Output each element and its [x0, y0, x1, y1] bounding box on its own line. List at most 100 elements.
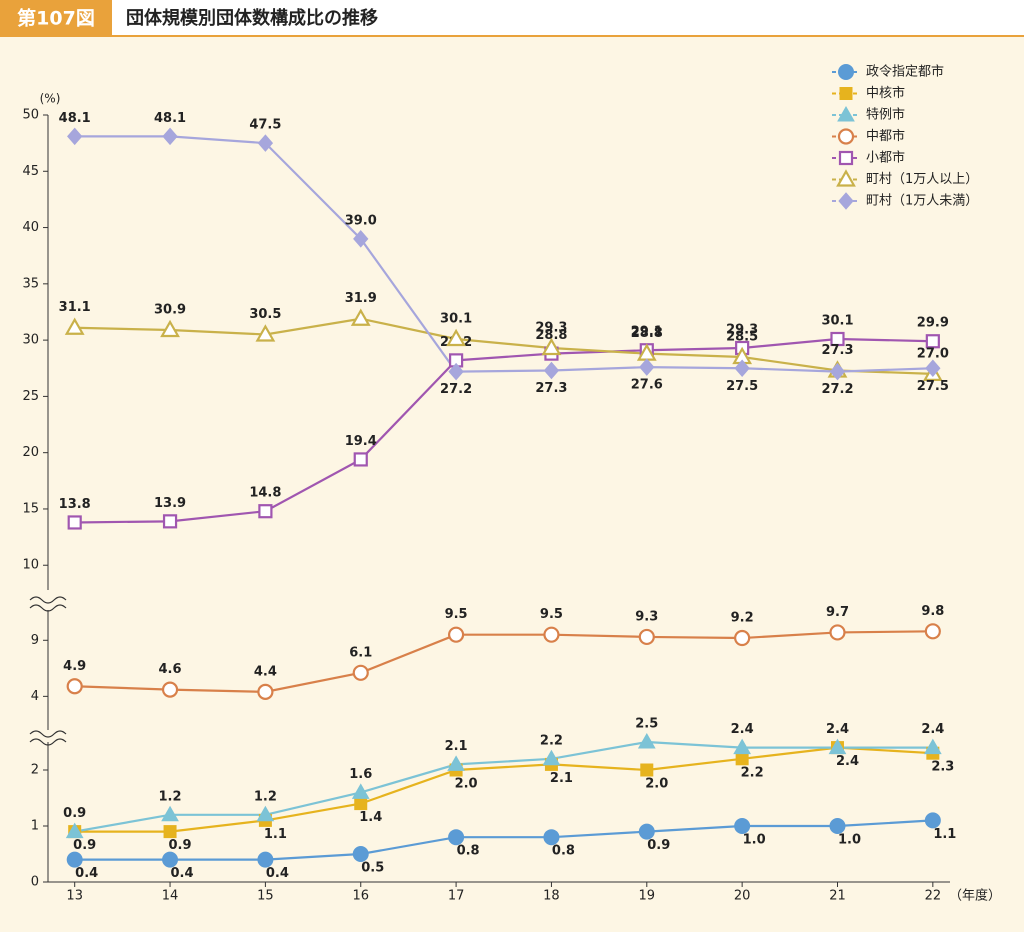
data-label: 0.9	[63, 806, 86, 821]
marker	[67, 127, 83, 146]
data-label: 28.8	[631, 326, 663, 341]
y-tick-label: 15	[22, 501, 39, 516]
data-label: 27.5	[726, 379, 758, 394]
marker	[353, 452, 368, 467]
data-label: 0.4	[75, 866, 98, 881]
marker	[353, 230, 369, 248]
marker	[541, 337, 562, 356]
marker	[543, 829, 560, 846]
y-tick-label: 0	[31, 875, 39, 890]
marker	[160, 319, 180, 338]
data-label: 0.9	[73, 838, 96, 853]
data-label: 1.0	[838, 833, 861, 848]
data-label: 2.0	[455, 777, 478, 792]
x-tick-label: 16	[352, 889, 369, 904]
legend-label: 町村（1万人未満）	[866, 194, 978, 209]
data-label: 9.8	[921, 604, 944, 619]
data-label: 27.3	[821, 343, 853, 358]
marker	[924, 623, 941, 640]
y-unit: (%)	[40, 92, 61, 106]
legend-label: 小都市	[866, 150, 905, 166]
marker	[447, 626, 465, 643]
legend-label: 中都市	[866, 128, 905, 144]
series-line	[74, 317, 933, 375]
marker	[161, 681, 179, 698]
data-label: 29.1	[631, 325, 663, 340]
data-label: 27.2	[440, 382, 472, 397]
y-tick-label: 1	[31, 819, 39, 834]
legend-label: 中核市	[866, 85, 905, 101]
marker	[257, 851, 274, 868]
marker	[543, 361, 560, 380]
data-label: 30.9	[154, 302, 186, 317]
legend-label: 特例市	[866, 107, 905, 123]
data-label: 29.9	[917, 316, 949, 331]
x-unit: （年度）	[949, 888, 1001, 904]
data-label: 48.1	[154, 111, 186, 126]
data-label: 31.1	[59, 300, 91, 315]
marker	[638, 823, 655, 840]
x-tick-label: 22	[925, 889, 942, 904]
marker	[66, 851, 83, 868]
marker	[638, 628, 655, 646]
data-label: 39.0	[345, 213, 377, 228]
figure-badge	[0, 0, 112, 36]
y-tick-label: 10	[22, 558, 39, 573]
x-tick-label: 18	[543, 889, 560, 904]
data-label: 6.1	[349, 645, 372, 660]
data-label: 0.8	[457, 844, 480, 859]
y-tick-label: 35	[22, 276, 39, 291]
data-label: 13.9	[154, 496, 186, 511]
y-tick-label: 45	[22, 164, 39, 179]
series-line	[74, 740, 933, 833]
legend-label: 政令指定都市	[866, 64, 944, 80]
y-tick-label: 30	[22, 333, 39, 348]
marker	[838, 150, 854, 166]
y-tick-label: 25	[22, 389, 39, 404]
marker	[836, 169, 856, 187]
data-label: 2.4	[731, 722, 754, 737]
marker	[543, 626, 560, 643]
marker	[924, 812, 941, 829]
marker	[257, 683, 274, 700]
data-label: 0.8	[552, 844, 575, 859]
data-label: 0.4	[266, 866, 289, 881]
data-label: 2.4	[921, 722, 944, 737]
x-tick-label: 14	[162, 889, 179, 904]
marker	[67, 515, 82, 530]
data-label: 4.9	[63, 659, 86, 674]
legend-label: 町村（1万人以上）	[866, 172, 978, 187]
y-tick-label: 40	[22, 220, 39, 235]
marker	[352, 846, 369, 862]
y-tick-label: 50	[22, 108, 39, 123]
data-label: 9.7	[826, 605, 849, 620]
marker	[256, 805, 275, 822]
chart-title: 団体規模別団体数構成比の推移	[126, 7, 378, 29]
marker	[257, 134, 274, 152]
data-label: 14.8	[249, 486, 281, 501]
data-label: 0.5	[361, 861, 384, 876]
data-label: 27.2	[821, 382, 853, 397]
marker	[828, 738, 847, 755]
data-label: 4.4	[254, 664, 277, 679]
data-label: 27.5	[917, 379, 949, 394]
series-line	[74, 337, 933, 524]
marker	[734, 818, 751, 834]
marker	[925, 334, 940, 349]
series-line	[74, 746, 933, 833]
x-tick-label: 21	[829, 889, 846, 904]
data-label: 27.0	[917, 346, 949, 361]
series-line	[74, 630, 933, 693]
data-label: 0.9	[169, 838, 192, 853]
data-label: 9.5	[445, 607, 468, 622]
data-label: 27.3	[535, 381, 567, 396]
marker	[838, 192, 854, 210]
series-line	[74, 819, 933, 861]
data-label: 28.8	[535, 328, 567, 343]
marker	[448, 362, 464, 381]
marker	[829, 624, 846, 641]
marker	[838, 64, 854, 80]
data-label: 2.3	[931, 760, 954, 775]
